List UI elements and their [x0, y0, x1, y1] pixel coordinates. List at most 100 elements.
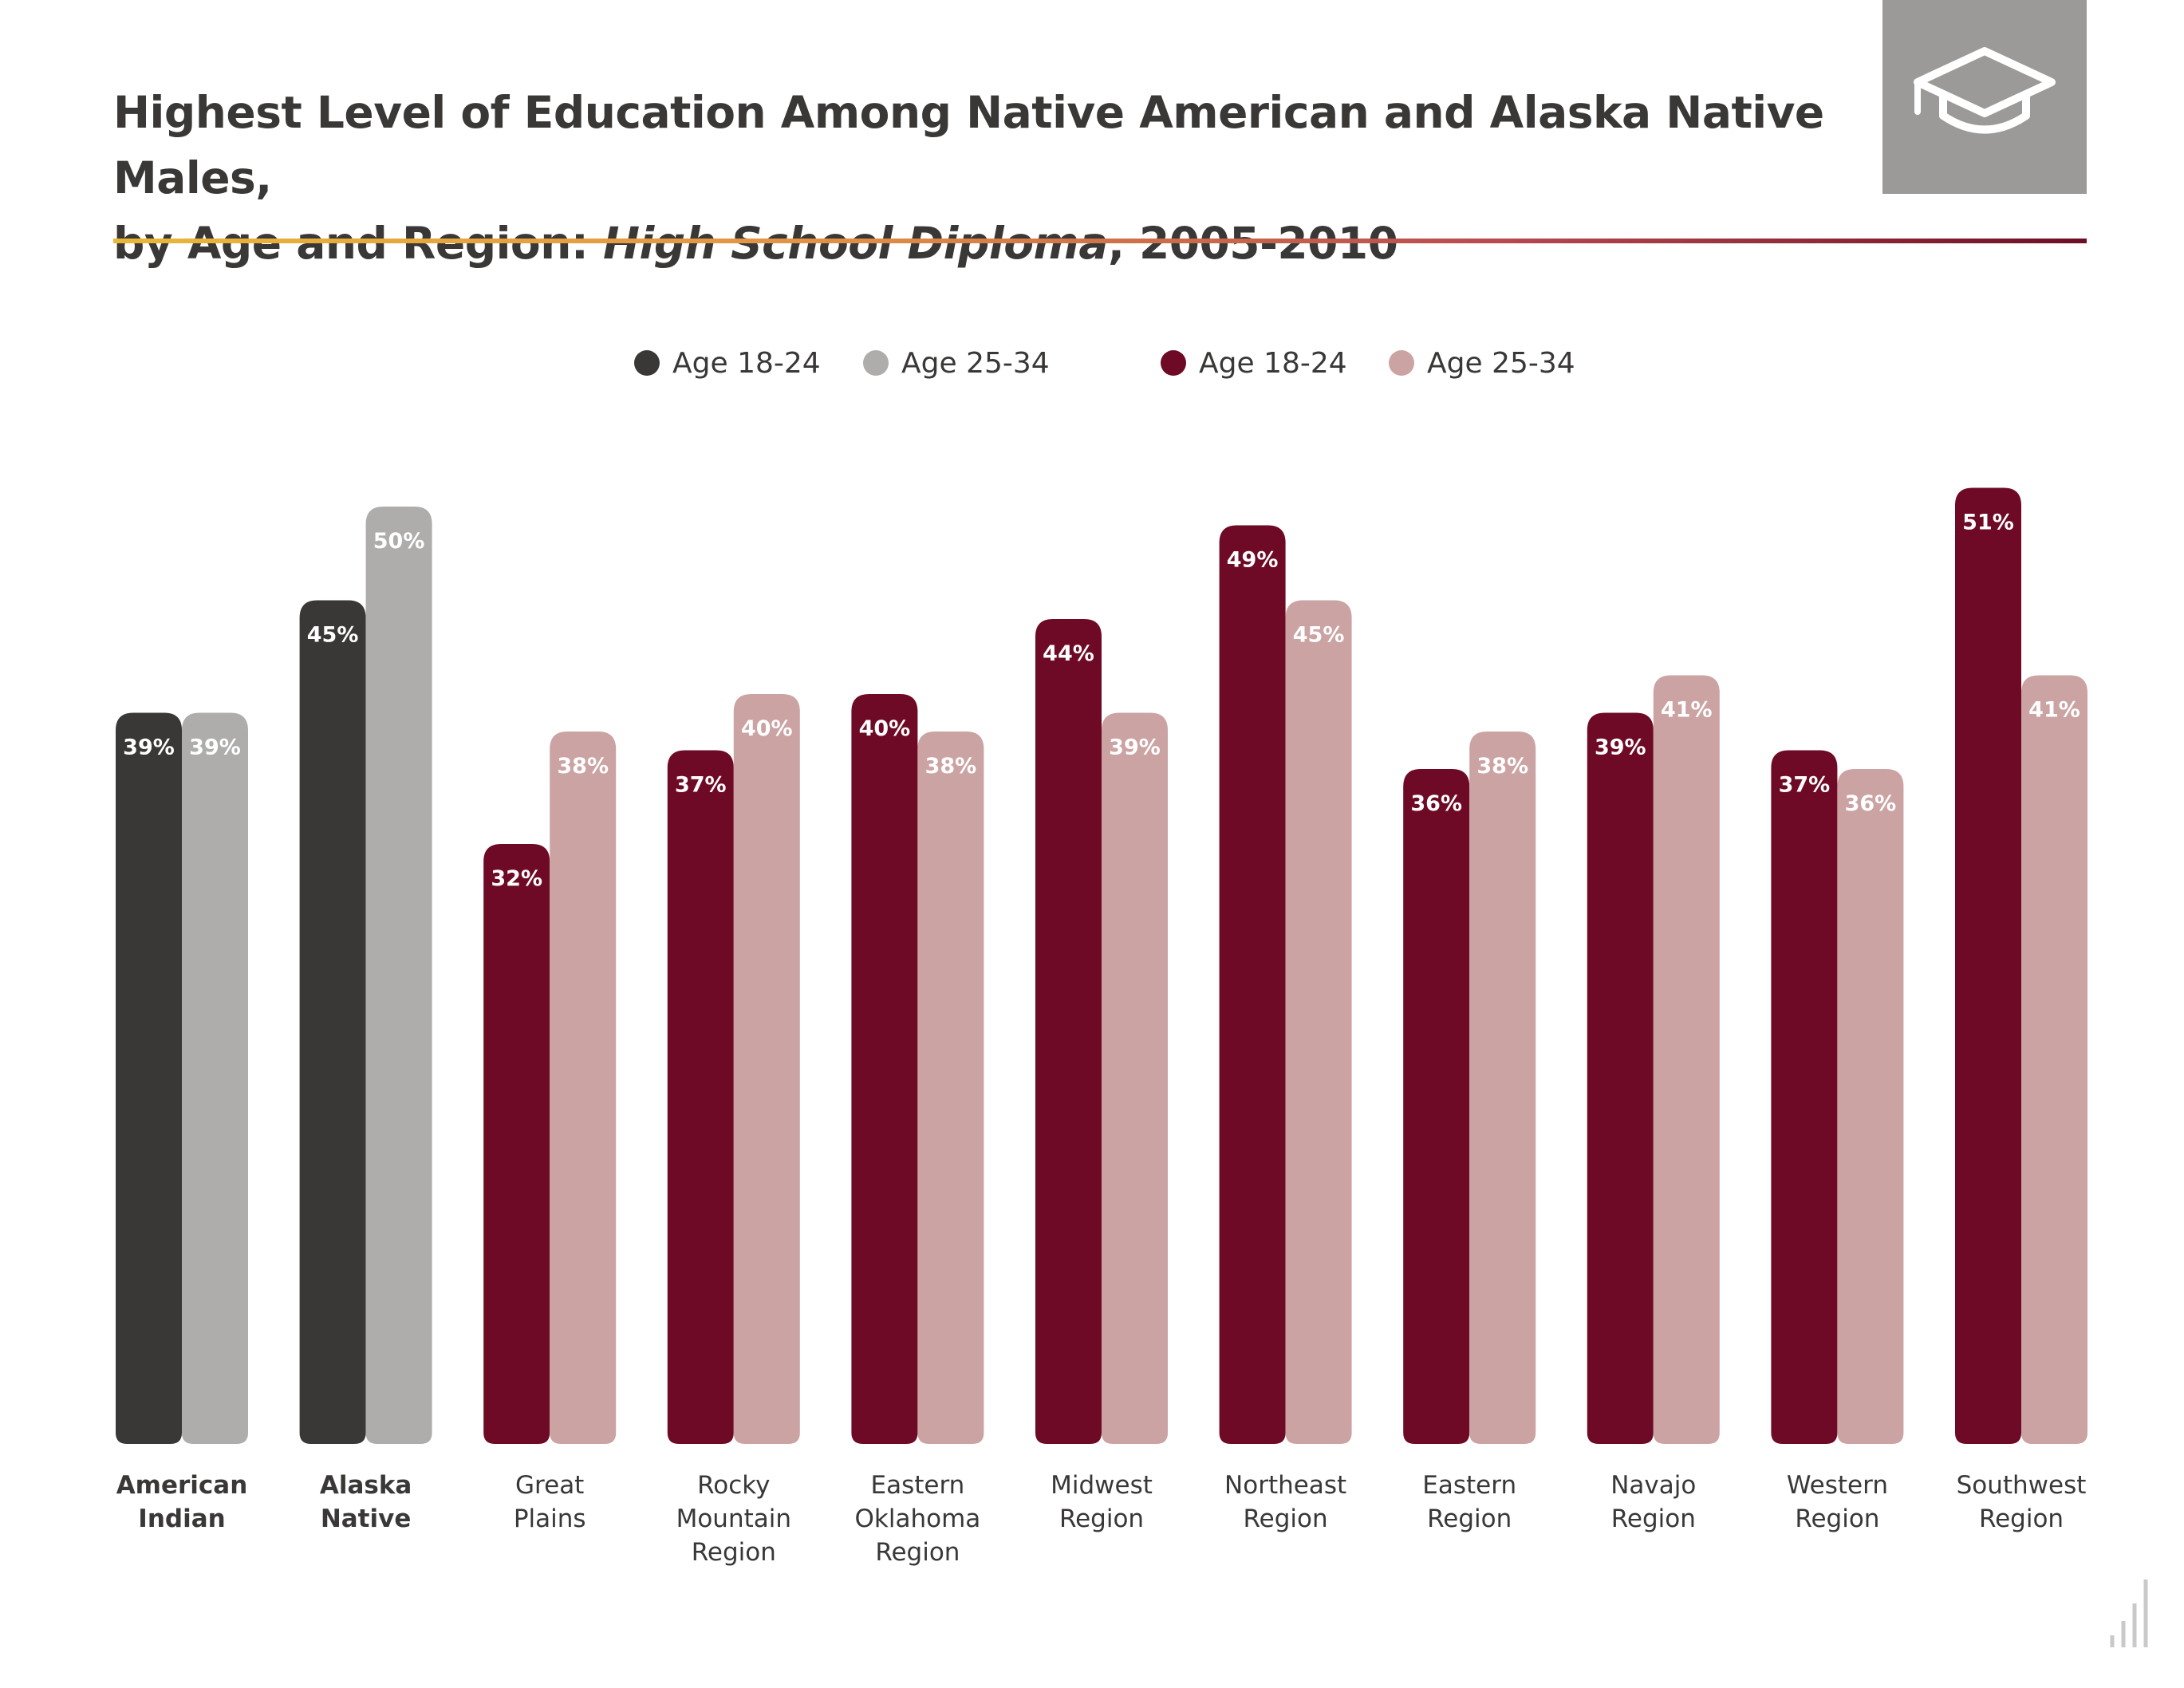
- bar-navajo-region-age-18-24: [1587, 712, 1654, 1444]
- category-label-eastern-oklahoma-region: Eastern Oklahoma Region: [855, 1471, 981, 1567]
- bar-alaska-native-age-18-24: [299, 600, 366, 1444]
- data-label: 41%: [1661, 698, 1713, 723]
- data-label: 37%: [1779, 773, 1831, 798]
- category-label-line: Region: [692, 1538, 776, 1567]
- category-label-line: Southwest: [1957, 1471, 2087, 1500]
- category-label-line: Western: [1787, 1471, 1888, 1500]
- bar-northeast-region-age-18-24: [1219, 525, 1286, 1444]
- bar-eastern-oklahoma-region-age-18-24: [851, 694, 918, 1444]
- data-label: 39%: [189, 736, 241, 760]
- data-label: 45%: [1293, 623, 1345, 648]
- category-label-eastern-region: Eastern Region: [1422, 1471, 1516, 1533]
- category-label-line: Region: [1795, 1505, 1879, 1533]
- data-label: 44%: [1043, 641, 1094, 666]
- data-label: 39%: [123, 736, 175, 760]
- legend-label: Age 18-24: [1199, 346, 1347, 380]
- data-label: 40%: [741, 716, 793, 741]
- data-label: 38%: [1476, 754, 1528, 779]
- category-label-line: Region: [1244, 1505, 1328, 1533]
- bar-southwest-region-age-18-24: [1955, 487, 2021, 1444]
- legend-item-region-18-24: Age 18-24: [1161, 339, 1347, 387]
- category-label-line: Northeast: [1224, 1471, 1346, 1500]
- data-label: 45%: [307, 623, 359, 648]
- category-label-western-region: Western Region: [1787, 1471, 1888, 1533]
- legend: Age 18-24 Age 25-34 Age 18-24 Age 25-34: [0, 339, 2184, 387]
- category-label-line: Alaska: [320, 1471, 412, 1500]
- category-label-line: Mountain: [676, 1505, 791, 1533]
- category-label-line: Native: [321, 1505, 412, 1533]
- legend-label: Age 25-34: [901, 346, 1050, 380]
- legend-item-national-18-24: Age 18-24: [634, 339, 821, 387]
- data-label: 38%: [557, 754, 609, 779]
- data-label: 51%: [1962, 511, 2014, 535]
- legend-swatch: [634, 350, 660, 376]
- legend-swatch: [1161, 350, 1186, 376]
- graduation-cap-badge: [1882, 0, 2087, 194]
- data-label: 41%: [2028, 698, 2080, 723]
- title-line-2-suffix: , 2005-2010: [1107, 218, 1398, 269]
- category-label-line: Region: [1427, 1505, 1512, 1533]
- bar-american-indian-age-25-34: [182, 712, 248, 1444]
- bar-rocky-mountain-region-age-18-24: [667, 750, 734, 1444]
- legend-swatch: [863, 350, 889, 376]
- data-label: 50%: [373, 529, 425, 554]
- bar-rocky-mountain-region-age-25-34: [733, 694, 800, 1444]
- title-line-1: Highest Level of Education Among Native …: [113, 87, 1824, 203]
- legend-label: Age 18-24: [672, 346, 821, 380]
- data-label: 36%: [1410, 791, 1462, 816]
- chart-title: Highest Level of Education Among Native …: [113, 80, 1852, 276]
- bar-eastern-oklahoma-region-age-25-34: [917, 732, 984, 1444]
- bar-western-region-age-18-24: [1771, 750, 1838, 1444]
- category-label-line: Oklahoma: [855, 1505, 981, 1533]
- category-label-line: Eastern: [870, 1471, 964, 1500]
- data-label: 38%: [925, 754, 977, 779]
- category-label-line: Indian: [138, 1505, 225, 1533]
- data-label: 36%: [1845, 791, 1897, 816]
- page-corner-mark-icon: [2110, 1580, 2148, 1647]
- category-label-midwest-region: Midwest Region: [1051, 1471, 1153, 1533]
- title-line-2-italic: High School Diploma: [603, 218, 1108, 269]
- bar-eastern-region-age-25-34: [1469, 732, 1536, 1444]
- data-label: 49%: [1227, 548, 1279, 573]
- category-label-line: Plains: [514, 1505, 586, 1533]
- bar-american-indian-age-18-24: [116, 712, 182, 1444]
- category-label-line: Region: [1059, 1505, 1144, 1533]
- bar-midwest-region-age-25-34: [1102, 712, 1168, 1444]
- category-label-southwest-region: Southwest Region: [1957, 1471, 2087, 1533]
- category-label-line: Region: [1611, 1505, 1696, 1533]
- bar-great-plains-age-25-34: [550, 732, 617, 1444]
- legend-item-national-25-34: Age 25-34: [863, 339, 1050, 387]
- data-label: 37%: [675, 773, 727, 798]
- title-line-2-prefix: by Age and Region:: [113, 218, 604, 269]
- bar-alaska-native-age-25-34: [365, 507, 432, 1444]
- category-label-rocky-mountain-region: Rocky Mountain Region: [676, 1471, 791, 1567]
- category-label-great-plains: Great Plains: [514, 1471, 586, 1533]
- data-label: 39%: [1595, 736, 1646, 760]
- category-label-navajo-region: Navajo Region: [1610, 1471, 1696, 1533]
- data-label: 32%: [491, 866, 542, 891]
- category-label-line: Midwest: [1051, 1471, 1153, 1500]
- category-label-line: Region: [875, 1538, 960, 1567]
- bar-eastern-region-age-18-24: [1403, 769, 1470, 1444]
- category-label-american-indian: American Indian: [116, 1471, 248, 1533]
- bar-midwest-region-age-18-24: [1035, 619, 1102, 1444]
- category-label-line: Great: [515, 1471, 584, 1500]
- legend-label: Age 25-34: [1427, 346, 1575, 380]
- category-label-line: Rocky: [697, 1471, 770, 1500]
- legend-item-region-25-34: Age 25-34: [1389, 339, 1575, 387]
- category-label-line: Navajo: [1610, 1471, 1696, 1500]
- data-label: 40%: [859, 716, 911, 741]
- category-label-line: Region: [1979, 1505, 2064, 1533]
- category-label-alaska-native: Alaska Native: [320, 1471, 412, 1533]
- category-label-line: American: [116, 1471, 248, 1500]
- bar-northeast-region-age-25-34: [1285, 600, 1352, 1444]
- category-label-line: Eastern: [1422, 1471, 1516, 1500]
- bar-western-region-age-25-34: [1837, 769, 1904, 1444]
- bar-great-plains-age-18-24: [483, 844, 550, 1444]
- data-label: 39%: [1109, 736, 1161, 760]
- legend-swatch: [1389, 350, 1414, 376]
- title-divider: [113, 239, 2087, 243]
- category-label-northeast-region: Northeast Region: [1224, 1471, 1346, 1533]
- graduation-cap-icon: [1914, 47, 2056, 134]
